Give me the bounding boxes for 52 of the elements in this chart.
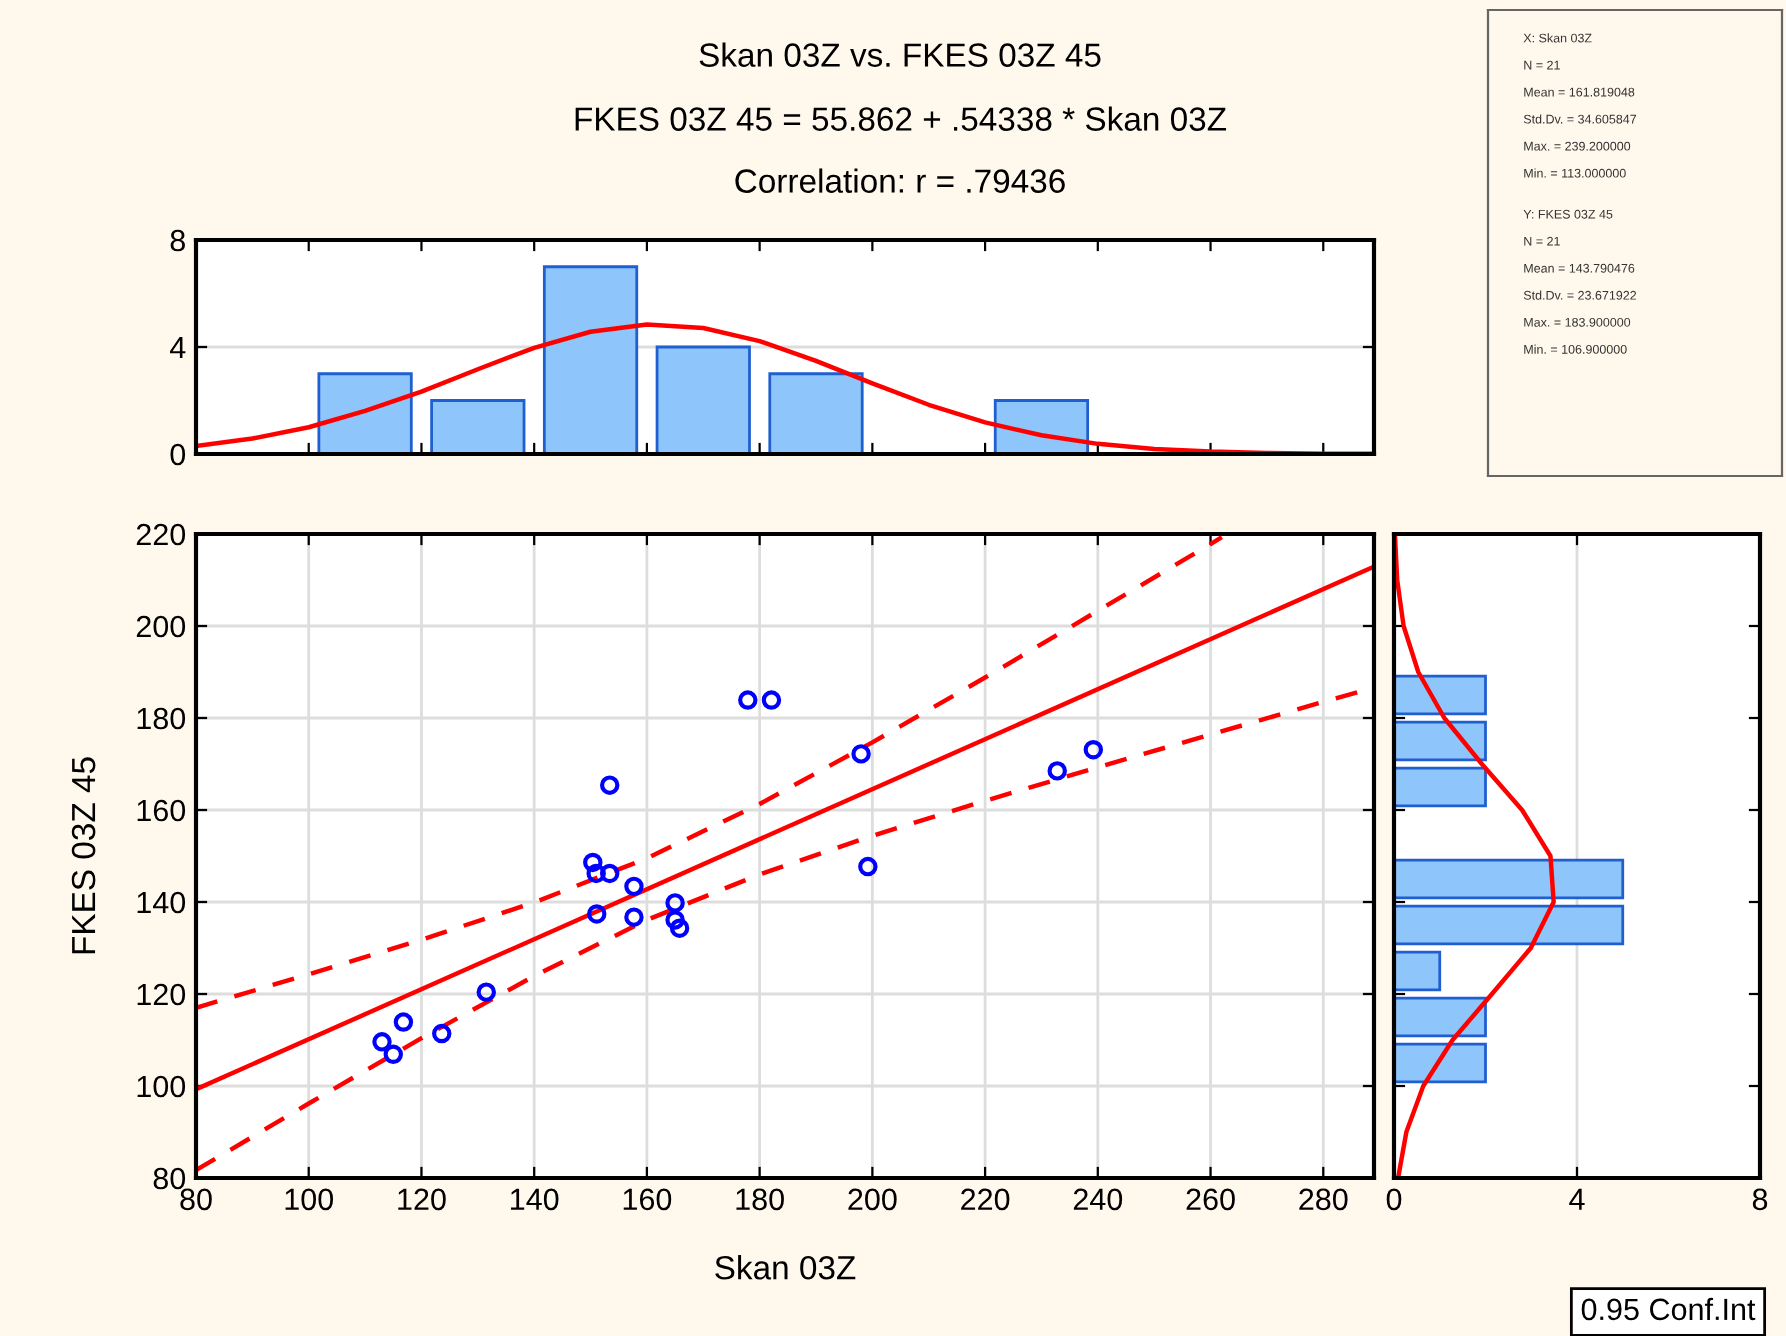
y-tick-label: 4 xyxy=(169,337,186,359)
chart-subtitle: FKES 03Z 45 = 55.862 + .54338 * Skan 03Z xyxy=(575,106,1227,131)
y-tick-label: 140 xyxy=(137,891,186,914)
point xyxy=(393,1012,414,1032)
point xyxy=(599,775,620,795)
x-tick-label: 0 xyxy=(1386,1188,1402,1211)
point xyxy=(583,852,603,873)
point xyxy=(624,907,644,927)
x-tick-label: 100 xyxy=(285,1188,334,1211)
y-tick-label: 0 xyxy=(170,443,186,466)
point xyxy=(624,876,644,897)
x-tick-label: 200 xyxy=(848,1188,897,1211)
y-tick-label: 200 xyxy=(136,615,186,638)
chart-title: Skan 03Z vs. FKES 03Z 45 xyxy=(699,42,1101,67)
y-axis-title: FKES 03Z 45 xyxy=(71,757,96,954)
text: 0.95 Conf.Int xyxy=(1581,1297,1756,1321)
point xyxy=(383,1044,403,1064)
point xyxy=(587,904,607,924)
point xyxy=(669,918,690,938)
x-tick-label: 180 xyxy=(736,1188,784,1211)
y-tick-label: 120 xyxy=(137,983,186,1006)
point xyxy=(599,863,620,884)
text: Correlation: r = .79436 xyxy=(735,168,1065,193)
x-tick-label: 280 xyxy=(1299,1188,1348,1211)
point xyxy=(432,1023,452,1044)
x-tick-label: 160 xyxy=(623,1188,672,1211)
point xyxy=(1047,761,1067,781)
y-tick-label: 220 xyxy=(136,523,186,546)
point xyxy=(738,690,758,710)
x-tick-label: 8 xyxy=(1752,1188,1768,1211)
x-tick-label: 120 xyxy=(398,1188,446,1211)
point xyxy=(858,856,878,877)
point xyxy=(851,744,871,764)
x-tick-label: 220 xyxy=(961,1188,1010,1211)
y-tick-label: 180 xyxy=(137,707,186,730)
line-series xyxy=(196,535,1225,1011)
x-tick-label: 240 xyxy=(1073,1188,1123,1211)
x-axis-title: Skan 03Z xyxy=(715,1255,856,1280)
y-tick-label: 80 xyxy=(153,1167,186,1190)
x-tick-label: 4 xyxy=(1569,1188,1585,1210)
point xyxy=(665,910,685,930)
point xyxy=(476,982,496,1002)
y-tick-label: 100 xyxy=(137,1075,186,1098)
point xyxy=(586,863,606,884)
point xyxy=(372,1032,392,1052)
y-tick-label: 160 xyxy=(137,799,186,822)
x-tick-label: 260 xyxy=(1186,1188,1235,1211)
point xyxy=(1083,740,1104,760)
x-tick-label: 140 xyxy=(511,1188,559,1211)
point xyxy=(761,690,782,710)
point xyxy=(665,893,685,913)
y-tick-label: 8 xyxy=(170,229,185,252)
